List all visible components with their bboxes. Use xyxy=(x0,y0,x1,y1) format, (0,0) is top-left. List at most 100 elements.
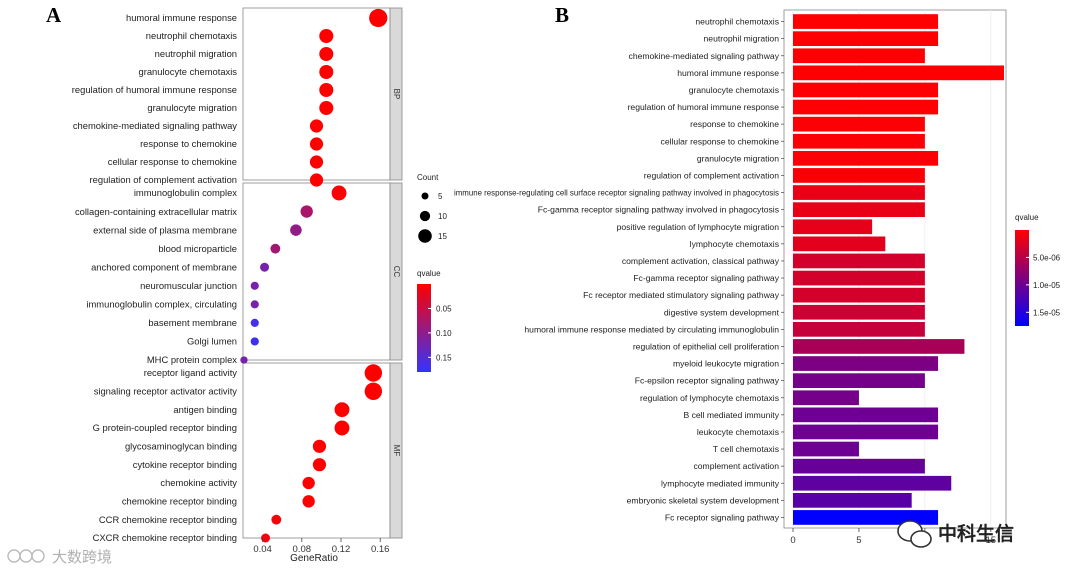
category-label: MHC protein complex xyxy=(147,354,237,365)
category-label: humoral immune response xyxy=(126,12,237,23)
category-label: CCR chemokine receptor binding xyxy=(99,514,237,525)
bar xyxy=(793,424,939,440)
dot-bp xyxy=(369,8,388,28)
count-legend-label: 10 xyxy=(438,212,447,221)
category-label: anchored component of membrane xyxy=(91,261,237,272)
panel-a-label: A xyxy=(46,3,62,27)
category-label: regulation of humoral immune response xyxy=(72,84,237,95)
dot-cc xyxy=(270,243,281,254)
category-label: Golgi lumen xyxy=(187,336,237,347)
category-label: collagen-containing extracellular matrix xyxy=(75,206,237,217)
bar-category-label: lymphocyte mediated immunity xyxy=(661,478,780,488)
qvalue-legend-title-b: qvalue xyxy=(1015,213,1039,222)
category-label: basement membrane xyxy=(148,317,237,328)
qvalue-legend-label-b: 5.0e-06 xyxy=(1033,253,1061,262)
dot-cc xyxy=(250,300,259,309)
bar xyxy=(793,373,925,389)
dot-mf xyxy=(261,533,271,543)
qvalue-colorbar-b xyxy=(1015,230,1029,326)
count-legend-dot xyxy=(419,210,431,222)
category-label: neutrophil chemotaxis xyxy=(146,30,238,41)
category-label: chemokine-mediated signaling pathway xyxy=(73,120,237,131)
watermark-right: 中科生信 xyxy=(897,520,1014,548)
bar-category-label: positive regulation of lymphocyte migrat… xyxy=(617,222,780,232)
facet-panel-cc xyxy=(242,182,391,361)
bar xyxy=(793,168,925,183)
qvalue-colorbar xyxy=(417,284,431,372)
dot-plot-panel: humoral immune response neutrophil chemot… xyxy=(72,7,403,564)
dot-cc xyxy=(240,356,248,364)
x-tick-label: 5 xyxy=(856,535,861,546)
category-label: blood microparticle xyxy=(158,243,237,254)
bar-category-label: complement activation, classical pathway xyxy=(622,256,780,266)
category-label: receptor ligand activity xyxy=(144,367,238,378)
bar-category-label: Fc-gamma receptor signaling pathway xyxy=(633,273,779,283)
bar xyxy=(793,116,925,132)
dot-bp xyxy=(309,155,324,169)
bar-category-label: immune response-regulating cell surface … xyxy=(454,188,779,198)
category-label: chemokine receptor binding xyxy=(122,496,237,507)
category-label: neuromuscular junction xyxy=(140,280,237,291)
dot-mf xyxy=(364,364,383,382)
bar-category-label: complement activation xyxy=(693,461,779,471)
x-axis-title: GeneRatio xyxy=(290,553,338,564)
category-label: glycosaminoglycan binding xyxy=(125,441,237,452)
bar-category-label: myeloid leukocyte migration xyxy=(673,359,779,369)
bar xyxy=(793,150,939,166)
dot-plot-legend: Count 5 10 15 qvalue 0.05 0.10 0.15 xyxy=(417,173,452,372)
category-label: signaling receptor activator activity xyxy=(94,386,238,397)
bar xyxy=(793,492,912,508)
bar-category-label: Fc receptor mediated stimulatory signali… xyxy=(583,290,780,300)
qvalue-legend-label-b: 1.0e-05 xyxy=(1033,281,1061,290)
dot-mf xyxy=(334,420,350,436)
dot-cc xyxy=(290,224,302,236)
category-label: cellular response to chemokine xyxy=(108,156,237,167)
bar xyxy=(793,133,925,149)
dot-cc xyxy=(300,205,313,218)
category-label: chemokine activity xyxy=(160,477,237,488)
category-label: regulation of complement activation xyxy=(90,174,237,185)
bar xyxy=(793,185,925,200)
dot-mf xyxy=(312,439,327,453)
category-label: granulocyte chemotaxis xyxy=(139,66,238,77)
bar-category-label: regulation of complement activation xyxy=(644,170,779,180)
count-legend-label: 15 xyxy=(438,232,447,241)
bar xyxy=(793,321,925,337)
bar-plot-panel: neutrophil chemotaxis neutrophil migratio… xyxy=(454,9,1007,546)
bar-category-label: B cell mediated immunity xyxy=(683,410,779,420)
dot-bp xyxy=(319,64,334,80)
bar-category-label: regulation of humoral immune response xyxy=(628,102,780,112)
bar xyxy=(793,304,925,320)
bar xyxy=(793,236,886,252)
bar xyxy=(793,82,939,98)
dot-bp xyxy=(319,46,334,62)
dot-cc xyxy=(250,318,259,327)
bar-category-label: Fc-gamma receptor signaling pathway invo… xyxy=(538,205,779,215)
bar-category-label: Fc-epsilon receptor signaling pathway xyxy=(635,376,780,386)
watermark-left-text: 大数跨境 xyxy=(52,548,112,566)
dot-mf xyxy=(302,476,315,490)
qvalue-legend-title: qvalue xyxy=(417,269,441,278)
bar xyxy=(793,202,925,218)
bar-category-label: regulation of lymphocyte chemotaxis xyxy=(640,393,779,403)
bar-category-label: Fc receptor signaling pathway xyxy=(665,512,780,522)
qvalue-legend-label: 0.15 xyxy=(436,353,452,362)
bar-plot-legend: qvalue 5.0e-06 1.0e-05 1.5e-05 xyxy=(1015,213,1061,326)
bar-category-label: humoral immune response mediated by circ… xyxy=(524,324,779,334)
bar xyxy=(793,339,965,354)
facet-strip xyxy=(389,182,403,361)
bar xyxy=(793,510,939,525)
dot-cc xyxy=(250,337,259,346)
facet-strip xyxy=(389,7,403,181)
count-legend-dot xyxy=(418,229,432,243)
dot-bp xyxy=(319,82,334,98)
bar-category-label: neutrophil migration xyxy=(704,34,780,44)
bar-category-label: embryonic skeletal system development xyxy=(627,495,780,505)
x-tick-label: 0.12 xyxy=(332,544,351,555)
count-legend-label: 5 xyxy=(438,192,443,201)
dot-bp xyxy=(309,173,324,187)
count-legend-title: Count xyxy=(417,173,439,182)
x-tick-label: 0 xyxy=(790,535,795,546)
x-tick-label: 0.16 xyxy=(371,544,390,555)
